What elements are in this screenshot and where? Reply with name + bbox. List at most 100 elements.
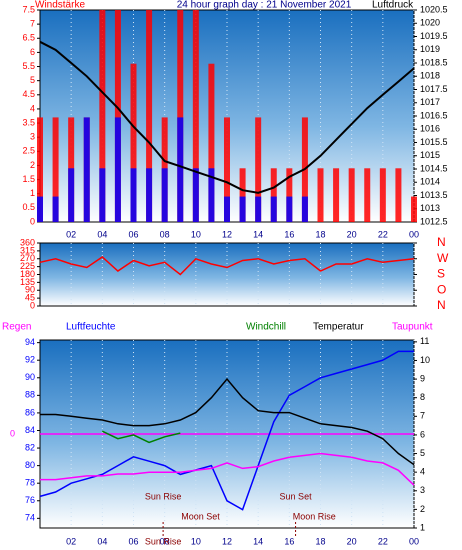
y-tick-label: 4 <box>30 103 35 113</box>
y2-label: Luftdruck <box>372 0 414 11</box>
y2-tick-label: 2 <box>420 504 425 514</box>
y2-tick-label: 1020.5 <box>420 4 448 14</box>
x-tick-label: 06 <box>128 229 138 239</box>
x-tick-label: 14 <box>253 536 263 546</box>
bar <box>114 117 121 222</box>
y-tick-label: 0.5 <box>22 202 35 212</box>
bar <box>348 168 355 222</box>
y-tick-label: 270 <box>20 253 35 263</box>
bar <box>146 10 153 222</box>
y-tick-label: 1 <box>30 188 35 198</box>
y-tick-label: 2 <box>30 160 35 170</box>
y-tick-label: 6 <box>30 47 35 57</box>
legend-entry: Taupunkt <box>392 322 433 333</box>
y2-tick-label: O <box>437 282 446 296</box>
x-tick-label: 18 <box>315 229 325 239</box>
y-tick-label: 5 <box>30 75 35 85</box>
legend-entry: Regen <box>2 322 31 333</box>
bar <box>411 196 417 222</box>
y-tick-label: 78 <box>25 478 35 488</box>
x-marker-label: Sun Rise <box>145 536 182 546</box>
x-tick-label: 20 <box>347 536 357 546</box>
bar <box>255 196 262 222</box>
series-line <box>39 350 414 511</box>
y-tick-label: 3 <box>30 132 35 142</box>
y-tick-label: 7 <box>30 19 35 29</box>
x-tick-label: 18 <box>315 536 325 546</box>
x-tick-label: 02 <box>66 536 76 546</box>
bar <box>37 117 43 222</box>
x-tick-label: 00 <box>409 536 419 546</box>
y-tick-label: 6.5 <box>22 33 35 43</box>
bar <box>395 168 402 222</box>
x-tick-label: 06 <box>128 536 138 546</box>
y2-tick-label: 1018.5 <box>420 57 448 67</box>
bar <box>317 168 324 222</box>
y-tick-label: 80 <box>25 460 35 470</box>
y2-tick-label: N <box>437 235 446 249</box>
y2-tick-label: 9 <box>420 373 425 383</box>
bar <box>68 168 75 222</box>
y-tick-label: 86 <box>25 407 35 417</box>
y2-tick-label: 1017.5 <box>420 84 448 94</box>
y-tick-label: 225 <box>20 261 35 271</box>
bar <box>239 196 246 222</box>
y2-tick-label: 1013.5 <box>420 190 448 200</box>
x-tick-label: 10 <box>191 536 201 546</box>
y2-tick-label: 1015.5 <box>420 137 448 147</box>
x-tick-label: 22 <box>378 229 388 239</box>
y-label: Windstärke <box>35 0 85 11</box>
y2-tick-label: W <box>437 251 449 265</box>
y-tick-label: 76 <box>25 495 35 505</box>
bar <box>114 10 121 222</box>
x-tick-label: 14 <box>253 229 263 239</box>
bar <box>99 10 106 222</box>
y-tick-label: 5.5 <box>22 61 35 71</box>
y2-tick-label: 1012.5 <box>420 216 448 226</box>
x-tick-label: 04 <box>97 536 107 546</box>
y-tick-label: 3.5 <box>22 117 35 127</box>
y-tick-label: 4.5 <box>22 89 35 99</box>
bar <box>286 168 293 222</box>
bar <box>208 168 215 222</box>
x-tick-label: 10 <box>191 229 201 239</box>
y-tick-label: 74 <box>25 513 35 523</box>
y2-tick-label: 8 <box>420 392 425 402</box>
bar <box>130 63 137 222</box>
bar <box>161 168 168 222</box>
y2-tick-label: 1014.5 <box>420 163 448 173</box>
bar <box>301 196 308 222</box>
y3-tick-label: 0 <box>10 428 15 438</box>
y-tick-label: 2.5 <box>22 146 35 156</box>
y2-tick-label: 11 <box>420 336 429 346</box>
y2-tick-label: 3 <box>420 485 425 495</box>
bar <box>37 196 43 222</box>
y2-tick-label: 1016 <box>420 124 440 134</box>
bar <box>379 168 386 222</box>
annotation: Moon Set <box>181 511 220 521</box>
y2-tick-label: 1019.5 <box>420 31 448 41</box>
bar <box>208 63 215 222</box>
y2-tick-label: 1015 <box>420 150 440 160</box>
bar <box>177 10 184 222</box>
y-tick-label: 7.5 <box>22 4 35 14</box>
series-line <box>40 452 415 486</box>
x-tick-label: 22 <box>378 536 388 546</box>
y2-tick-label: 1013 <box>420 203 440 213</box>
series-line <box>39 40 415 194</box>
x-tick-label: 16 <box>284 229 294 239</box>
y2-tick-label: N <box>437 298 446 312</box>
bar <box>286 196 293 222</box>
y-tick-label: 1.5 <box>22 174 35 184</box>
y-tick-label: 360 <box>20 237 35 247</box>
y-tick-label: 92 <box>25 355 35 365</box>
y-tick-label: 180 <box>20 269 35 279</box>
bar <box>83 117 90 222</box>
y2-tick-label: 10 <box>420 355 430 365</box>
x-tick-label: 04 <box>97 229 107 239</box>
plot-area <box>39 242 415 307</box>
y-tick-label: 135 <box>20 277 35 287</box>
bar <box>239 168 246 222</box>
y2-tick-label: 1017 <box>420 97 440 107</box>
series-line <box>40 377 415 466</box>
